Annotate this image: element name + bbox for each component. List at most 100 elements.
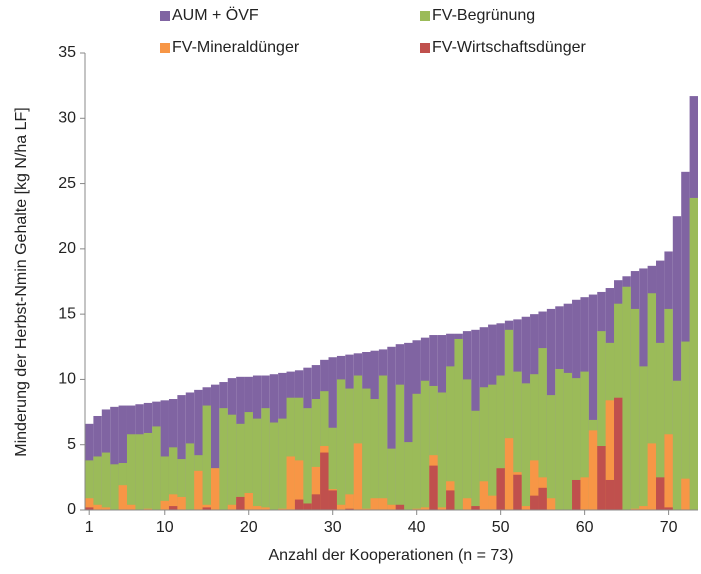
legend-swatch (160, 43, 170, 53)
bar (202, 504, 211, 510)
bar (85, 460, 94, 510)
bar (504, 329, 514, 510)
bar (194, 389, 203, 510)
bar (311, 466, 321, 510)
x-tick-label: 40 (408, 519, 426, 536)
x-tick-label: 20 (240, 519, 258, 536)
bar (546, 498, 556, 510)
bar (420, 507, 430, 510)
bar (160, 400, 169, 510)
bar (496, 468, 505, 510)
bar (336, 379, 346, 510)
bar (605, 400, 615, 510)
bar (345, 388, 354, 510)
bar (219, 408, 228, 510)
bar (210, 384, 220, 510)
bar (194, 470, 203, 510)
bar (437, 507, 447, 510)
x-tick-label: 60 (576, 519, 594, 536)
bar (622, 286, 631, 510)
bar (387, 346, 396, 510)
bar (378, 375, 388, 510)
bar (311, 399, 321, 510)
bar (160, 500, 169, 510)
bar (513, 371, 522, 510)
bar (168, 506, 178, 510)
bar (126, 434, 136, 510)
bar (202, 405, 211, 510)
bar (462, 498, 472, 510)
bar (101, 452, 111, 510)
bar (370, 399, 379, 510)
bar (303, 503, 312, 510)
bar (538, 348, 547, 510)
bar (647, 443, 657, 510)
bar (454, 338, 463, 510)
bar (278, 418, 287, 510)
bar (236, 496, 245, 510)
bar (143, 508, 153, 510)
bar (328, 490, 337, 510)
bar (177, 496, 186, 510)
bar (93, 456, 102, 510)
bar (378, 498, 388, 510)
bar (546, 395, 556, 510)
x-tick-label: 50 (492, 519, 510, 536)
bar (244, 493, 253, 510)
bar (395, 384, 405, 510)
bar (294, 460, 304, 510)
legend-swatch (420, 43, 430, 53)
y-axis-title: Minderung der Herbst-Nmin Gehalte [kg N/… (13, 107, 30, 456)
bar (227, 414, 237, 510)
bar (227, 504, 237, 510)
bar (261, 507, 270, 510)
bar (429, 465, 438, 510)
bar (672, 216, 682, 510)
legend-label: FV-Mineraldünger (172, 39, 300, 56)
legend-label: FV-Wirtschaftsdünger (432, 39, 587, 56)
bar (656, 477, 665, 510)
bar (605, 479, 615, 510)
bar (345, 494, 354, 510)
x-axis-title: Anzahl der Kooperationen (n = 73) (268, 547, 513, 564)
bar (286, 397, 295, 510)
y-tick-label: 5 (67, 436, 76, 453)
bar (597, 446, 606, 510)
bar (639, 366, 648, 510)
bar (143, 432, 153, 510)
bar (404, 342, 413, 510)
y-tick-label: 35 (58, 44, 76, 61)
y-tick-label: 15 (58, 305, 76, 322)
bar (177, 459, 186, 510)
bar (681, 171, 690, 510)
bar (244, 412, 253, 510)
bar (689, 197, 698, 511)
bar (462, 379, 472, 510)
bar (118, 405, 127, 510)
bar (135, 434, 144, 510)
bar (395, 504, 405, 510)
bar (630, 508, 640, 510)
bar (345, 508, 354, 510)
bar (252, 418, 262, 510)
bar (639, 506, 648, 510)
bar (126, 504, 136, 510)
bar (446, 366, 455, 510)
bar (521, 383, 531, 510)
bar (555, 368, 564, 510)
bar (370, 498, 379, 510)
bar (101, 507, 111, 510)
bar (530, 495, 539, 510)
bar (336, 504, 346, 510)
bar (563, 372, 573, 510)
bar (252, 506, 262, 510)
y-tick-label: 10 (58, 371, 76, 388)
bar (656, 342, 665, 510)
bar (286, 456, 295, 510)
bar (168, 494, 178, 510)
bar (479, 387, 489, 510)
bar (362, 388, 371, 510)
bar (672, 380, 682, 510)
bar (404, 442, 413, 510)
bar (572, 378, 581, 510)
